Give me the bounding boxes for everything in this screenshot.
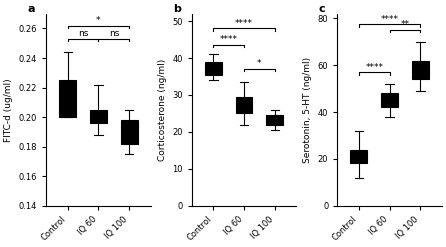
PathPatch shape bbox=[235, 97, 252, 113]
Text: *: * bbox=[96, 16, 101, 25]
Text: ns: ns bbox=[109, 29, 119, 38]
Text: ****: **** bbox=[365, 62, 383, 72]
PathPatch shape bbox=[351, 150, 368, 163]
Text: b: b bbox=[173, 4, 181, 14]
PathPatch shape bbox=[381, 93, 398, 107]
Text: ****: **** bbox=[235, 19, 253, 28]
PathPatch shape bbox=[121, 120, 138, 144]
Y-axis label: Corticosterone (ng/ml): Corticosterone (ng/ml) bbox=[157, 59, 167, 161]
Text: ****: **** bbox=[380, 15, 399, 23]
Text: ns: ns bbox=[78, 29, 88, 38]
Text: *: * bbox=[257, 60, 262, 68]
PathPatch shape bbox=[412, 61, 429, 79]
Text: ****: **** bbox=[220, 35, 238, 44]
PathPatch shape bbox=[266, 115, 283, 124]
Y-axis label: Serotonin, 5-HT (ng/ml): Serotonin, 5-HT (ng/ml) bbox=[303, 57, 312, 163]
Text: c: c bbox=[318, 4, 325, 14]
Text: **: ** bbox=[401, 21, 409, 29]
Y-axis label: FITC-d (ug/ml): FITC-d (ug/ml) bbox=[4, 78, 13, 142]
PathPatch shape bbox=[59, 80, 76, 117]
Text: a: a bbox=[28, 4, 35, 14]
PathPatch shape bbox=[205, 62, 222, 75]
PathPatch shape bbox=[90, 110, 107, 123]
